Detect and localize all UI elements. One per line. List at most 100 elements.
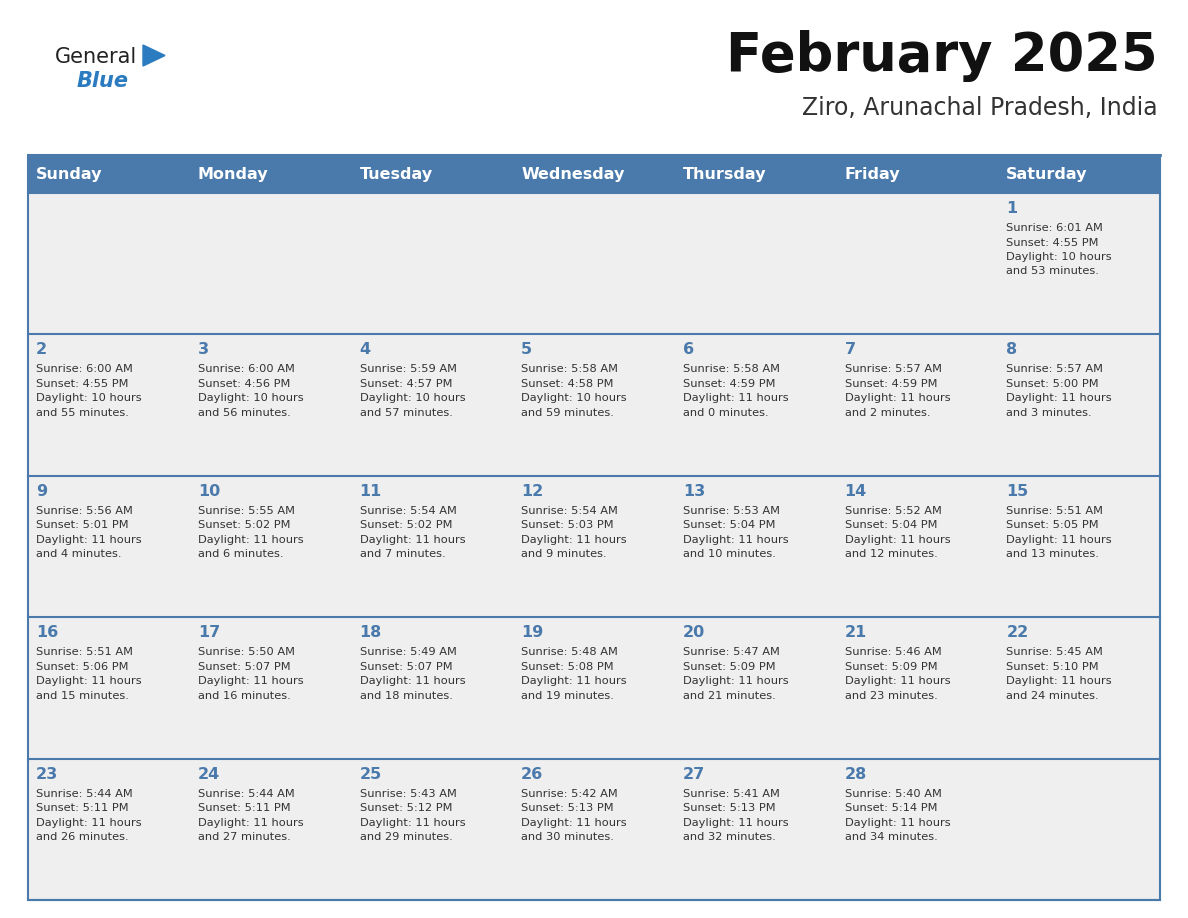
Text: Sunrise: 5:41 AM: Sunrise: 5:41 AM — [683, 789, 779, 799]
Text: Daylight: 11 hours: Daylight: 11 hours — [1006, 394, 1112, 403]
Text: 13: 13 — [683, 484, 706, 498]
Bar — [513, 476, 675, 617]
Text: 16: 16 — [36, 625, 58, 640]
Text: Daylight: 11 hours: Daylight: 11 hours — [36, 677, 141, 686]
Text: Daylight: 11 hours: Daylight: 11 hours — [360, 535, 466, 544]
Text: and 21 minutes.: and 21 minutes. — [683, 690, 776, 700]
Text: 17: 17 — [197, 625, 220, 640]
Text: Sunday: Sunday — [36, 166, 102, 182]
Text: 5: 5 — [522, 342, 532, 357]
Text: 8: 8 — [1006, 342, 1017, 357]
Bar — [513, 193, 675, 334]
Text: and 18 minutes.: and 18 minutes. — [360, 690, 453, 700]
Bar — [836, 193, 998, 334]
Text: Sunrise: 5:56 AM: Sunrise: 5:56 AM — [36, 506, 133, 516]
Text: 12: 12 — [522, 484, 543, 498]
Bar — [29, 617, 190, 758]
Bar — [190, 617, 352, 758]
Text: Sunset: 5:03 PM: Sunset: 5:03 PM — [522, 521, 614, 531]
Text: Daylight: 10 hours: Daylight: 10 hours — [522, 394, 627, 403]
Text: Sunset: 5:11 PM: Sunset: 5:11 PM — [36, 803, 128, 813]
Text: Daylight: 11 hours: Daylight: 11 hours — [1006, 677, 1112, 686]
Text: and 16 minutes.: and 16 minutes. — [197, 690, 291, 700]
Text: Daylight: 11 hours: Daylight: 11 hours — [845, 394, 950, 403]
Text: Sunrise: 5:48 AM: Sunrise: 5:48 AM — [522, 647, 618, 657]
Text: Daylight: 11 hours: Daylight: 11 hours — [845, 818, 950, 828]
Text: and 3 minutes.: and 3 minutes. — [1006, 408, 1092, 418]
Text: Daylight: 11 hours: Daylight: 11 hours — [197, 818, 303, 828]
Bar — [352, 193, 513, 334]
Text: and 0 minutes.: and 0 minutes. — [683, 408, 769, 418]
Text: and 23 minutes.: and 23 minutes. — [845, 690, 937, 700]
Text: Sunrise: 5:40 AM: Sunrise: 5:40 AM — [845, 789, 942, 799]
Text: Daylight: 11 hours: Daylight: 11 hours — [845, 677, 950, 686]
Text: 18: 18 — [360, 625, 381, 640]
Text: and 56 minutes.: and 56 minutes. — [197, 408, 291, 418]
Bar — [190, 476, 352, 617]
Text: and 12 minutes.: and 12 minutes. — [845, 549, 937, 559]
Text: Sunset: 5:07 PM: Sunset: 5:07 PM — [197, 662, 290, 672]
Text: Sunrise: 5:44 AM: Sunrise: 5:44 AM — [36, 789, 133, 799]
Text: Sunrise: 5:57 AM: Sunrise: 5:57 AM — [845, 364, 942, 375]
Text: Monday: Monday — [197, 166, 268, 182]
Text: General: General — [55, 47, 138, 67]
Bar — [836, 155, 998, 193]
Text: Sunrise: 5:43 AM: Sunrise: 5:43 AM — [360, 789, 456, 799]
Text: Sunset: 4:59 PM: Sunset: 4:59 PM — [683, 379, 776, 389]
Text: 24: 24 — [197, 767, 220, 781]
Text: Daylight: 11 hours: Daylight: 11 hours — [522, 535, 627, 544]
Text: and 34 minutes.: and 34 minutes. — [845, 832, 937, 842]
Text: Sunset: 5:14 PM: Sunset: 5:14 PM — [845, 803, 937, 813]
Text: Daylight: 10 hours: Daylight: 10 hours — [197, 394, 303, 403]
Text: Daylight: 11 hours: Daylight: 11 hours — [522, 677, 627, 686]
Text: Sunrise: 5:58 AM: Sunrise: 5:58 AM — [683, 364, 781, 375]
Text: Daylight: 11 hours: Daylight: 11 hours — [683, 535, 789, 544]
Text: Sunrise: 5:47 AM: Sunrise: 5:47 AM — [683, 647, 779, 657]
Text: Sunrise: 5:51 AM: Sunrise: 5:51 AM — [36, 647, 133, 657]
Text: Friday: Friday — [845, 166, 901, 182]
Text: Daylight: 11 hours: Daylight: 11 hours — [360, 818, 466, 828]
Bar — [836, 617, 998, 758]
Text: Sunset: 5:02 PM: Sunset: 5:02 PM — [197, 521, 290, 531]
Text: Daylight: 11 hours: Daylight: 11 hours — [36, 818, 141, 828]
Text: Sunrise: 5:44 AM: Sunrise: 5:44 AM — [197, 789, 295, 799]
Bar — [352, 758, 513, 900]
Bar — [29, 476, 190, 617]
Text: and 19 minutes.: and 19 minutes. — [522, 690, 614, 700]
Text: Sunset: 5:10 PM: Sunset: 5:10 PM — [1006, 662, 1099, 672]
Bar — [190, 334, 352, 476]
Text: Sunrise: 5:42 AM: Sunrise: 5:42 AM — [522, 789, 618, 799]
Text: Sunset: 5:02 PM: Sunset: 5:02 PM — [360, 521, 451, 531]
Text: Sunrise: 5:50 AM: Sunrise: 5:50 AM — [197, 647, 295, 657]
Text: Sunset: 4:55 PM: Sunset: 4:55 PM — [1006, 238, 1099, 248]
Text: Sunrise: 5:51 AM: Sunrise: 5:51 AM — [1006, 506, 1104, 516]
Bar — [998, 758, 1159, 900]
Text: Daylight: 11 hours: Daylight: 11 hours — [36, 535, 141, 544]
Bar — [998, 334, 1159, 476]
Text: and 26 minutes.: and 26 minutes. — [36, 832, 128, 842]
Text: Daylight: 11 hours: Daylight: 11 hours — [1006, 535, 1112, 544]
Text: Daylight: 11 hours: Daylight: 11 hours — [683, 394, 789, 403]
Text: and 57 minutes.: and 57 minutes. — [360, 408, 453, 418]
Text: Sunrise: 5:53 AM: Sunrise: 5:53 AM — [683, 506, 781, 516]
Text: Sunrise: 6:00 AM: Sunrise: 6:00 AM — [36, 364, 133, 375]
Bar — [675, 334, 836, 476]
Bar — [513, 758, 675, 900]
Text: and 53 minutes.: and 53 minutes. — [1006, 266, 1099, 276]
Text: Sunrise: 5:57 AM: Sunrise: 5:57 AM — [1006, 364, 1104, 375]
Bar — [675, 617, 836, 758]
Bar — [190, 193, 352, 334]
Text: Sunset: 5:13 PM: Sunset: 5:13 PM — [683, 803, 776, 813]
Text: Sunset: 5:12 PM: Sunset: 5:12 PM — [360, 803, 451, 813]
Bar — [836, 476, 998, 617]
Bar — [675, 758, 836, 900]
Text: Wednesday: Wednesday — [522, 166, 625, 182]
Text: 14: 14 — [845, 484, 867, 498]
Text: 11: 11 — [360, 484, 381, 498]
Text: 7: 7 — [845, 342, 855, 357]
Text: Sunset: 5:00 PM: Sunset: 5:00 PM — [1006, 379, 1099, 389]
Bar — [352, 617, 513, 758]
Text: Daylight: 11 hours: Daylight: 11 hours — [197, 535, 303, 544]
Text: and 29 minutes.: and 29 minutes. — [360, 832, 453, 842]
Text: and 30 minutes.: and 30 minutes. — [522, 832, 614, 842]
